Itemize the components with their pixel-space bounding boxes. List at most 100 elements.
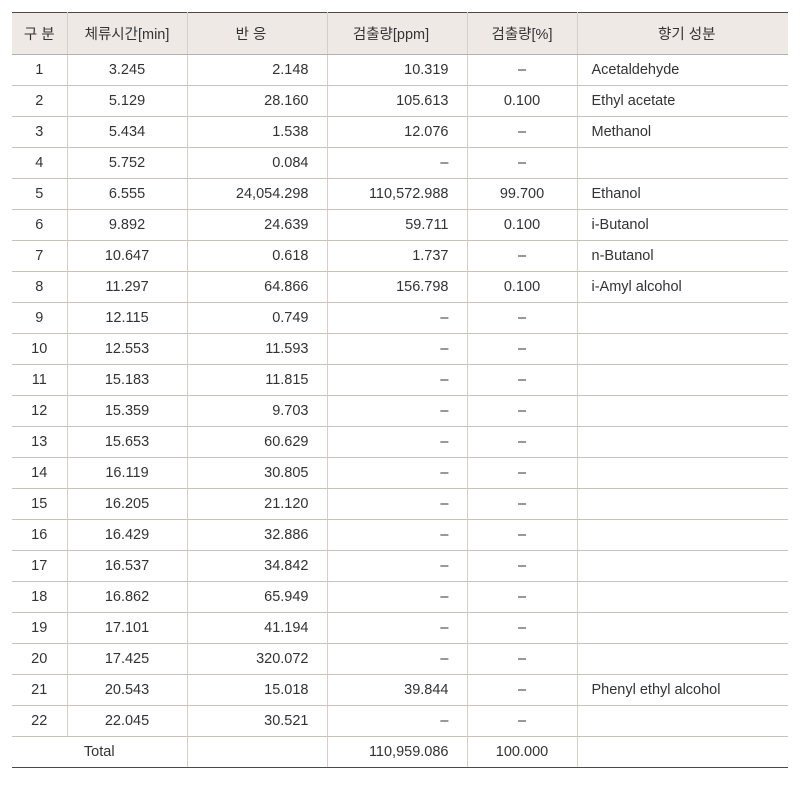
cell-ppm: 10.319 — [327, 55, 467, 86]
cell-response: 64.866 — [187, 272, 327, 303]
cell-ppm: – — [327, 489, 467, 520]
cell-pct: – — [467, 365, 577, 396]
cell-response: 65.949 — [187, 582, 327, 613]
cell-ppm: 110,572.988 — [327, 179, 467, 210]
table-row: 1115.18311.815–– — [12, 365, 788, 396]
header-ppm: 검출량[ppm] — [327, 13, 467, 55]
total-pct: 100.000 — [467, 737, 577, 768]
cell-response: 15.018 — [187, 675, 327, 706]
cell-retention: 10.647 — [67, 241, 187, 272]
header-row: 구 분 체류시간[min] 반 응 검출량[ppm] 검출량[%] 향기 성분 — [12, 13, 788, 55]
table-row: 1215.3599.703–– — [12, 396, 788, 427]
table-row: 45.7520.084–– — [12, 148, 788, 179]
cell-idx: 22 — [12, 706, 67, 737]
cell-ppm: 39.844 — [327, 675, 467, 706]
table-row: 2120.54315.01839.844–Phenyl ethyl alcoho… — [12, 675, 788, 706]
cell-pct: – — [467, 55, 577, 86]
cell-retention: 17.101 — [67, 613, 187, 644]
table-row: 1012.55311.593–– — [12, 334, 788, 365]
cell-component: i-Butanol — [577, 210, 788, 241]
cell-idx: 3 — [12, 117, 67, 148]
cell-ppm: – — [327, 334, 467, 365]
cell-idx: 2 — [12, 86, 67, 117]
cell-component — [577, 551, 788, 582]
cell-retention: 16.429 — [67, 520, 187, 551]
cell-component — [577, 613, 788, 644]
cell-pct: – — [467, 117, 577, 148]
table-row: 1917.10141.194–– — [12, 613, 788, 644]
table-body: 13.2452.14810.319–Acetaldehyde25.12928.1… — [12, 55, 788, 768]
table-row: 912.1150.749–– — [12, 303, 788, 334]
cell-pct: – — [467, 334, 577, 365]
table-row: 1516.20521.120–– — [12, 489, 788, 520]
cell-idx: 21 — [12, 675, 67, 706]
data-table: 구 분 체류시간[min] 반 응 검출량[ppm] 검출량[%] 향기 성분 … — [12, 12, 788, 768]
cell-retention: 16.862 — [67, 582, 187, 613]
cell-retention: 17.425 — [67, 644, 187, 675]
cell-idx: 17 — [12, 551, 67, 582]
cell-ppm: 105.613 — [327, 86, 467, 117]
cell-idx: 5 — [12, 179, 67, 210]
cell-retention: 15.359 — [67, 396, 187, 427]
table-row: 69.89224.63959.7110.100i-Butanol — [12, 210, 788, 241]
table-row: 811.29764.866156.7980.100i-Amyl alcohol — [12, 272, 788, 303]
cell-pct: 99.700 — [467, 179, 577, 210]
cell-pct: 0.100 — [467, 210, 577, 241]
cell-response: 41.194 — [187, 613, 327, 644]
cell-idx: 16 — [12, 520, 67, 551]
cell-response: 28.160 — [187, 86, 327, 117]
table-row: 1716.53734.842–– — [12, 551, 788, 582]
total-component — [577, 737, 788, 768]
cell-ppm: – — [327, 582, 467, 613]
cell-idx: 12 — [12, 396, 67, 427]
cell-component — [577, 334, 788, 365]
cell-component — [577, 427, 788, 458]
cell-pct: 0.100 — [467, 272, 577, 303]
cell-retention: 3.245 — [67, 55, 187, 86]
table-row: 1816.86265.949–– — [12, 582, 788, 613]
cell-idx: 4 — [12, 148, 67, 179]
cell-ppm: – — [327, 148, 467, 179]
cell-response: 0.084 — [187, 148, 327, 179]
cell-pct: – — [467, 582, 577, 613]
cell-component: n-Butanol — [577, 241, 788, 272]
cell-component — [577, 458, 788, 489]
cell-pct: – — [467, 148, 577, 179]
cell-pct: – — [467, 396, 577, 427]
cell-response: 2.148 — [187, 55, 327, 86]
table-row: 2017.425320.072–– — [12, 644, 788, 675]
cell-retention: 12.115 — [67, 303, 187, 334]
cell-response: 24,054.298 — [187, 179, 327, 210]
table-row: 1315.65360.629–– — [12, 427, 788, 458]
cell-retention: 5.129 — [67, 86, 187, 117]
cell-retention: 6.555 — [67, 179, 187, 210]
cell-idx: 13 — [12, 427, 67, 458]
table-row: 35.4341.53812.076–Methanol — [12, 117, 788, 148]
cell-pct: – — [467, 675, 577, 706]
cell-component: Ethanol — [577, 179, 788, 210]
cell-ppm: 12.076 — [327, 117, 467, 148]
cell-response: 11.815 — [187, 365, 327, 396]
header-retention: 체류시간[min] — [67, 13, 187, 55]
cell-ppm: – — [327, 613, 467, 644]
cell-response: 9.703 — [187, 396, 327, 427]
cell-response: 24.639 — [187, 210, 327, 241]
cell-pct: 0.100 — [467, 86, 577, 117]
header-pct: 검출량[%] — [467, 13, 577, 55]
cell-ppm: 156.798 — [327, 272, 467, 303]
cell-component: Methanol — [577, 117, 788, 148]
cell-response: 34.842 — [187, 551, 327, 582]
cell-ppm: – — [327, 706, 467, 737]
cell-pct: – — [467, 241, 577, 272]
cell-retention: 15.653 — [67, 427, 187, 458]
cell-component: Acetaldehyde — [577, 55, 788, 86]
cell-component — [577, 644, 788, 675]
cell-idx: 11 — [12, 365, 67, 396]
cell-ppm: – — [327, 644, 467, 675]
total-ppm: 110,959.086 — [327, 737, 467, 768]
header-response: 반 응 — [187, 13, 327, 55]
cell-idx: 8 — [12, 272, 67, 303]
cell-component — [577, 520, 788, 551]
cell-retention: 16.205 — [67, 489, 187, 520]
cell-idx: 9 — [12, 303, 67, 334]
